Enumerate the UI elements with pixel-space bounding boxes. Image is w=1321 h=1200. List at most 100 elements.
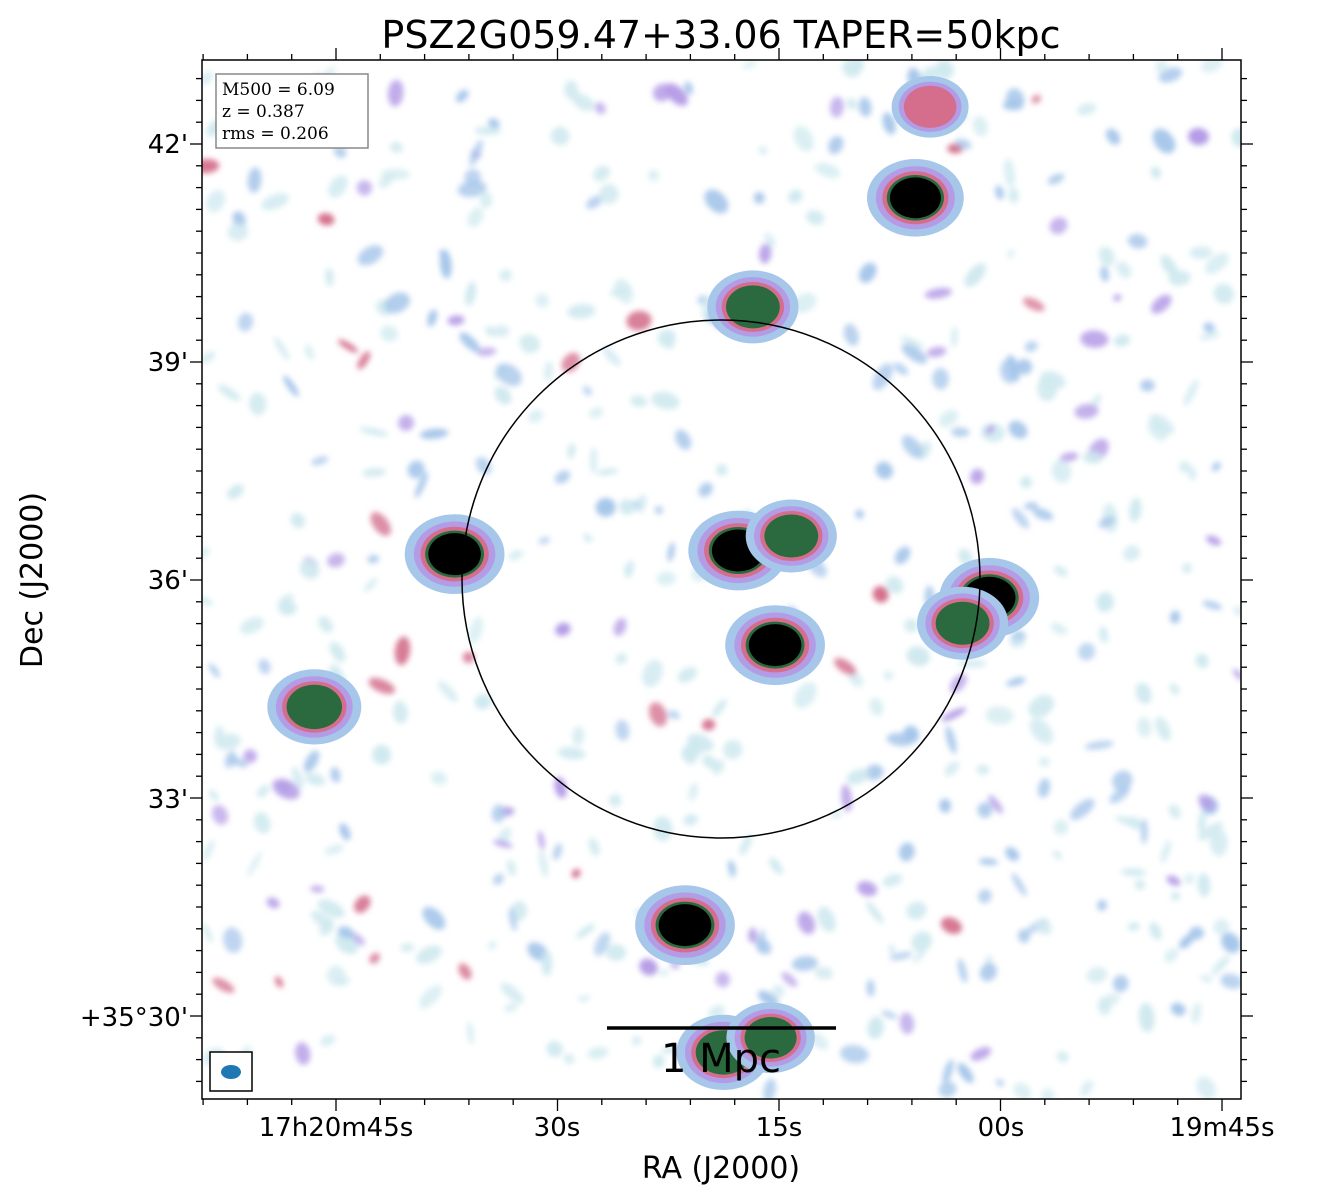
noise-blob	[883, 670, 894, 681]
info-line-rms: rms = 0.206	[222, 124, 329, 144]
noise-blob	[1112, 975, 1129, 993]
noise-blob	[684, 81, 693, 95]
noise-blob	[654, 505, 664, 515]
noise-blob	[380, 325, 399, 342]
noise-blob	[202, 596, 213, 606]
noise-blob	[487, 940, 497, 951]
noise-blob	[840, 1044, 869, 1064]
x-tick-label-1: 30s	[534, 1113, 581, 1143]
noise-blob	[438, 680, 458, 703]
noise-blob	[1123, 545, 1140, 561]
noise-blob	[901, 343, 928, 364]
noise-blob	[1191, 1002, 1202, 1024]
noise-blob	[1035, 918, 1052, 935]
noise-blob	[704, 189, 729, 214]
noise-blob	[793, 125, 814, 152]
noise-blob	[596, 468, 619, 476]
noise-blob	[1113, 334, 1131, 347]
noise-blob	[759, 243, 772, 264]
noise-blob	[392, 700, 408, 724]
source-far-north-source	[891, 76, 969, 138]
noise-blob	[831, 811, 842, 818]
noise-blob	[716, 464, 728, 476]
noise-blob	[1140, 819, 1148, 845]
noise-blob	[898, 842, 915, 862]
noise-blob	[500, 982, 524, 1004]
noise-blob	[1082, 451, 1103, 464]
info-line-m500: M500 = 6.09	[222, 80, 335, 100]
noise-blob	[632, 1036, 641, 1046]
noise-blob	[1169, 683, 1180, 695]
noise-blob	[712, 698, 727, 718]
noise-blob	[1097, 993, 1120, 1008]
noise-blob	[1053, 565, 1068, 577]
noise-blob	[1006, 354, 1020, 382]
noise-blob	[247, 851, 262, 877]
noise-blob	[407, 460, 425, 479]
noise-blob	[304, 772, 326, 786]
noise-blob	[763, 1078, 777, 1099]
noise-blob	[771, 984, 785, 998]
noise-blob	[563, 1053, 575, 1065]
noise-blob	[487, 118, 500, 129]
x-tick-label-2: 15s	[756, 1113, 803, 1143]
noise-blob	[1008, 420, 1028, 439]
noise-blob	[369, 952, 380, 964]
beam-ellipse	[221, 1065, 241, 1079]
noise-blob	[912, 948, 927, 964]
noise-blob	[893, 362, 909, 376]
noise-blob	[202, 71, 213, 85]
noise-blob	[661, 1046, 678, 1054]
y-tick-label-0: +35°30'	[80, 1003, 188, 1033]
noise-blob	[418, 984, 443, 1009]
noise-blob	[239, 616, 264, 635]
noise-blob	[764, 233, 776, 248]
noise-blob	[642, 659, 663, 688]
noise-blob	[1134, 879, 1146, 890]
noise-blob	[1166, 875, 1181, 886]
noise-blob	[942, 1059, 954, 1084]
noise-blob	[310, 885, 325, 893]
noise-blob	[1168, 804, 1181, 819]
noise-blob	[398, 414, 415, 431]
axis-ticks	[190, 48, 1253, 1111]
noise-blob	[476, 347, 497, 357]
noise-blob	[328, 175, 348, 198]
noise-blob	[325, 267, 334, 287]
noise-blob	[715, 971, 731, 988]
noise-blob	[339, 823, 351, 841]
noise-blob	[455, 89, 469, 103]
noise-blob	[945, 725, 957, 754]
noise-blob	[258, 658, 271, 675]
info-line-z: z = 0.387	[222, 102, 305, 122]
noise-blob	[586, 195, 603, 209]
noise-blob	[976, 764, 990, 775]
noise-blob	[546, 1041, 563, 1058]
noise-blob	[1051, 459, 1072, 483]
noise-blob	[932, 368, 949, 390]
noise-blob	[701, 718, 716, 731]
noise-blob	[1005, 847, 1020, 861]
noise-blob	[1220, 973, 1241, 989]
noise-blob	[214, 725, 224, 745]
source-contour	[726, 285, 780, 329]
noise-blob	[554, 470, 571, 484]
noise-blob	[594, 932, 611, 957]
noise-blob	[843, 323, 859, 346]
noise-blob	[1121, 868, 1147, 877]
noise-blob	[940, 917, 963, 934]
noise-blob	[557, 746, 586, 760]
noise-blob	[304, 344, 315, 360]
noise-blob	[572, 93, 595, 112]
noise-blob	[1039, 756, 1050, 767]
noise-blob	[1038, 778, 1051, 798]
noise-blob	[1179, 933, 1195, 949]
noise-blob	[1198, 794, 1215, 811]
noise-blob	[888, 944, 896, 956]
noise-blob	[739, 834, 753, 856]
noise-blob	[1129, 497, 1142, 523]
noise-blob	[538, 849, 549, 878]
noise-blob	[1140, 379, 1155, 392]
noise-blob	[1155, 716, 1171, 742]
source-contour	[428, 533, 481, 576]
